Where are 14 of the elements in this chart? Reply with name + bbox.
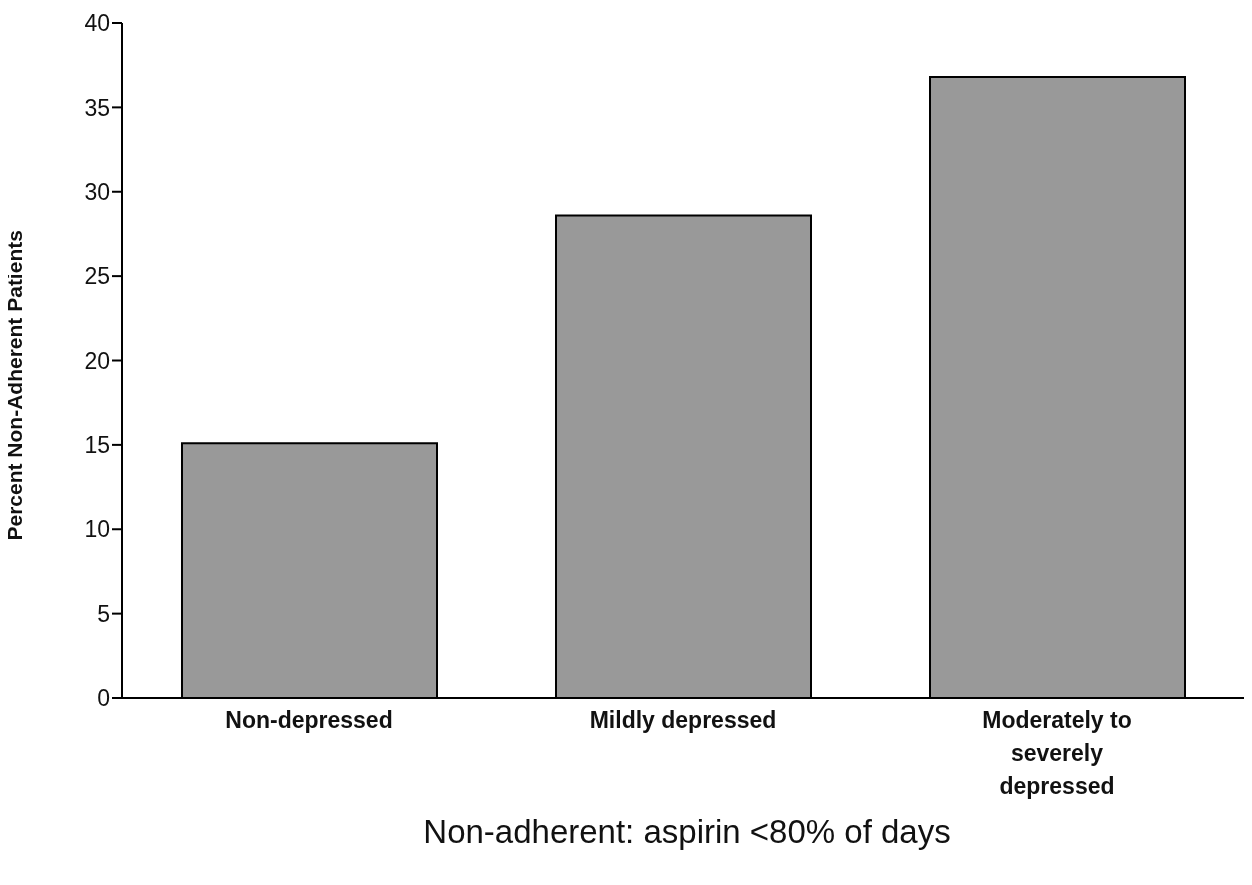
y-tick-label: 10: [84, 516, 110, 543]
x-tick-label: Mildly depressed: [589, 707, 777, 733]
y-tick-label: 20: [84, 347, 110, 374]
y-tick-label: 5: [97, 600, 110, 627]
y-tick-label: 30: [84, 178, 110, 205]
x-tick-label: Moderately to severely depressed: [982, 707, 1132, 799]
y-tick-label: 35: [84, 94, 110, 121]
y-tick-label: 25: [84, 263, 110, 290]
y-tick-label: 40: [84, 10, 110, 37]
y-tick-label: 0: [97, 685, 110, 712]
x-axis-title: Non-adherent: aspirin <80% of days: [422, 813, 952, 851]
x-tick-label: Non-depressed: [225, 707, 393, 733]
y-tick-label: 15: [84, 432, 110, 459]
y-axis-title: Percent Non-Adherent Patients: [3, 230, 27, 541]
